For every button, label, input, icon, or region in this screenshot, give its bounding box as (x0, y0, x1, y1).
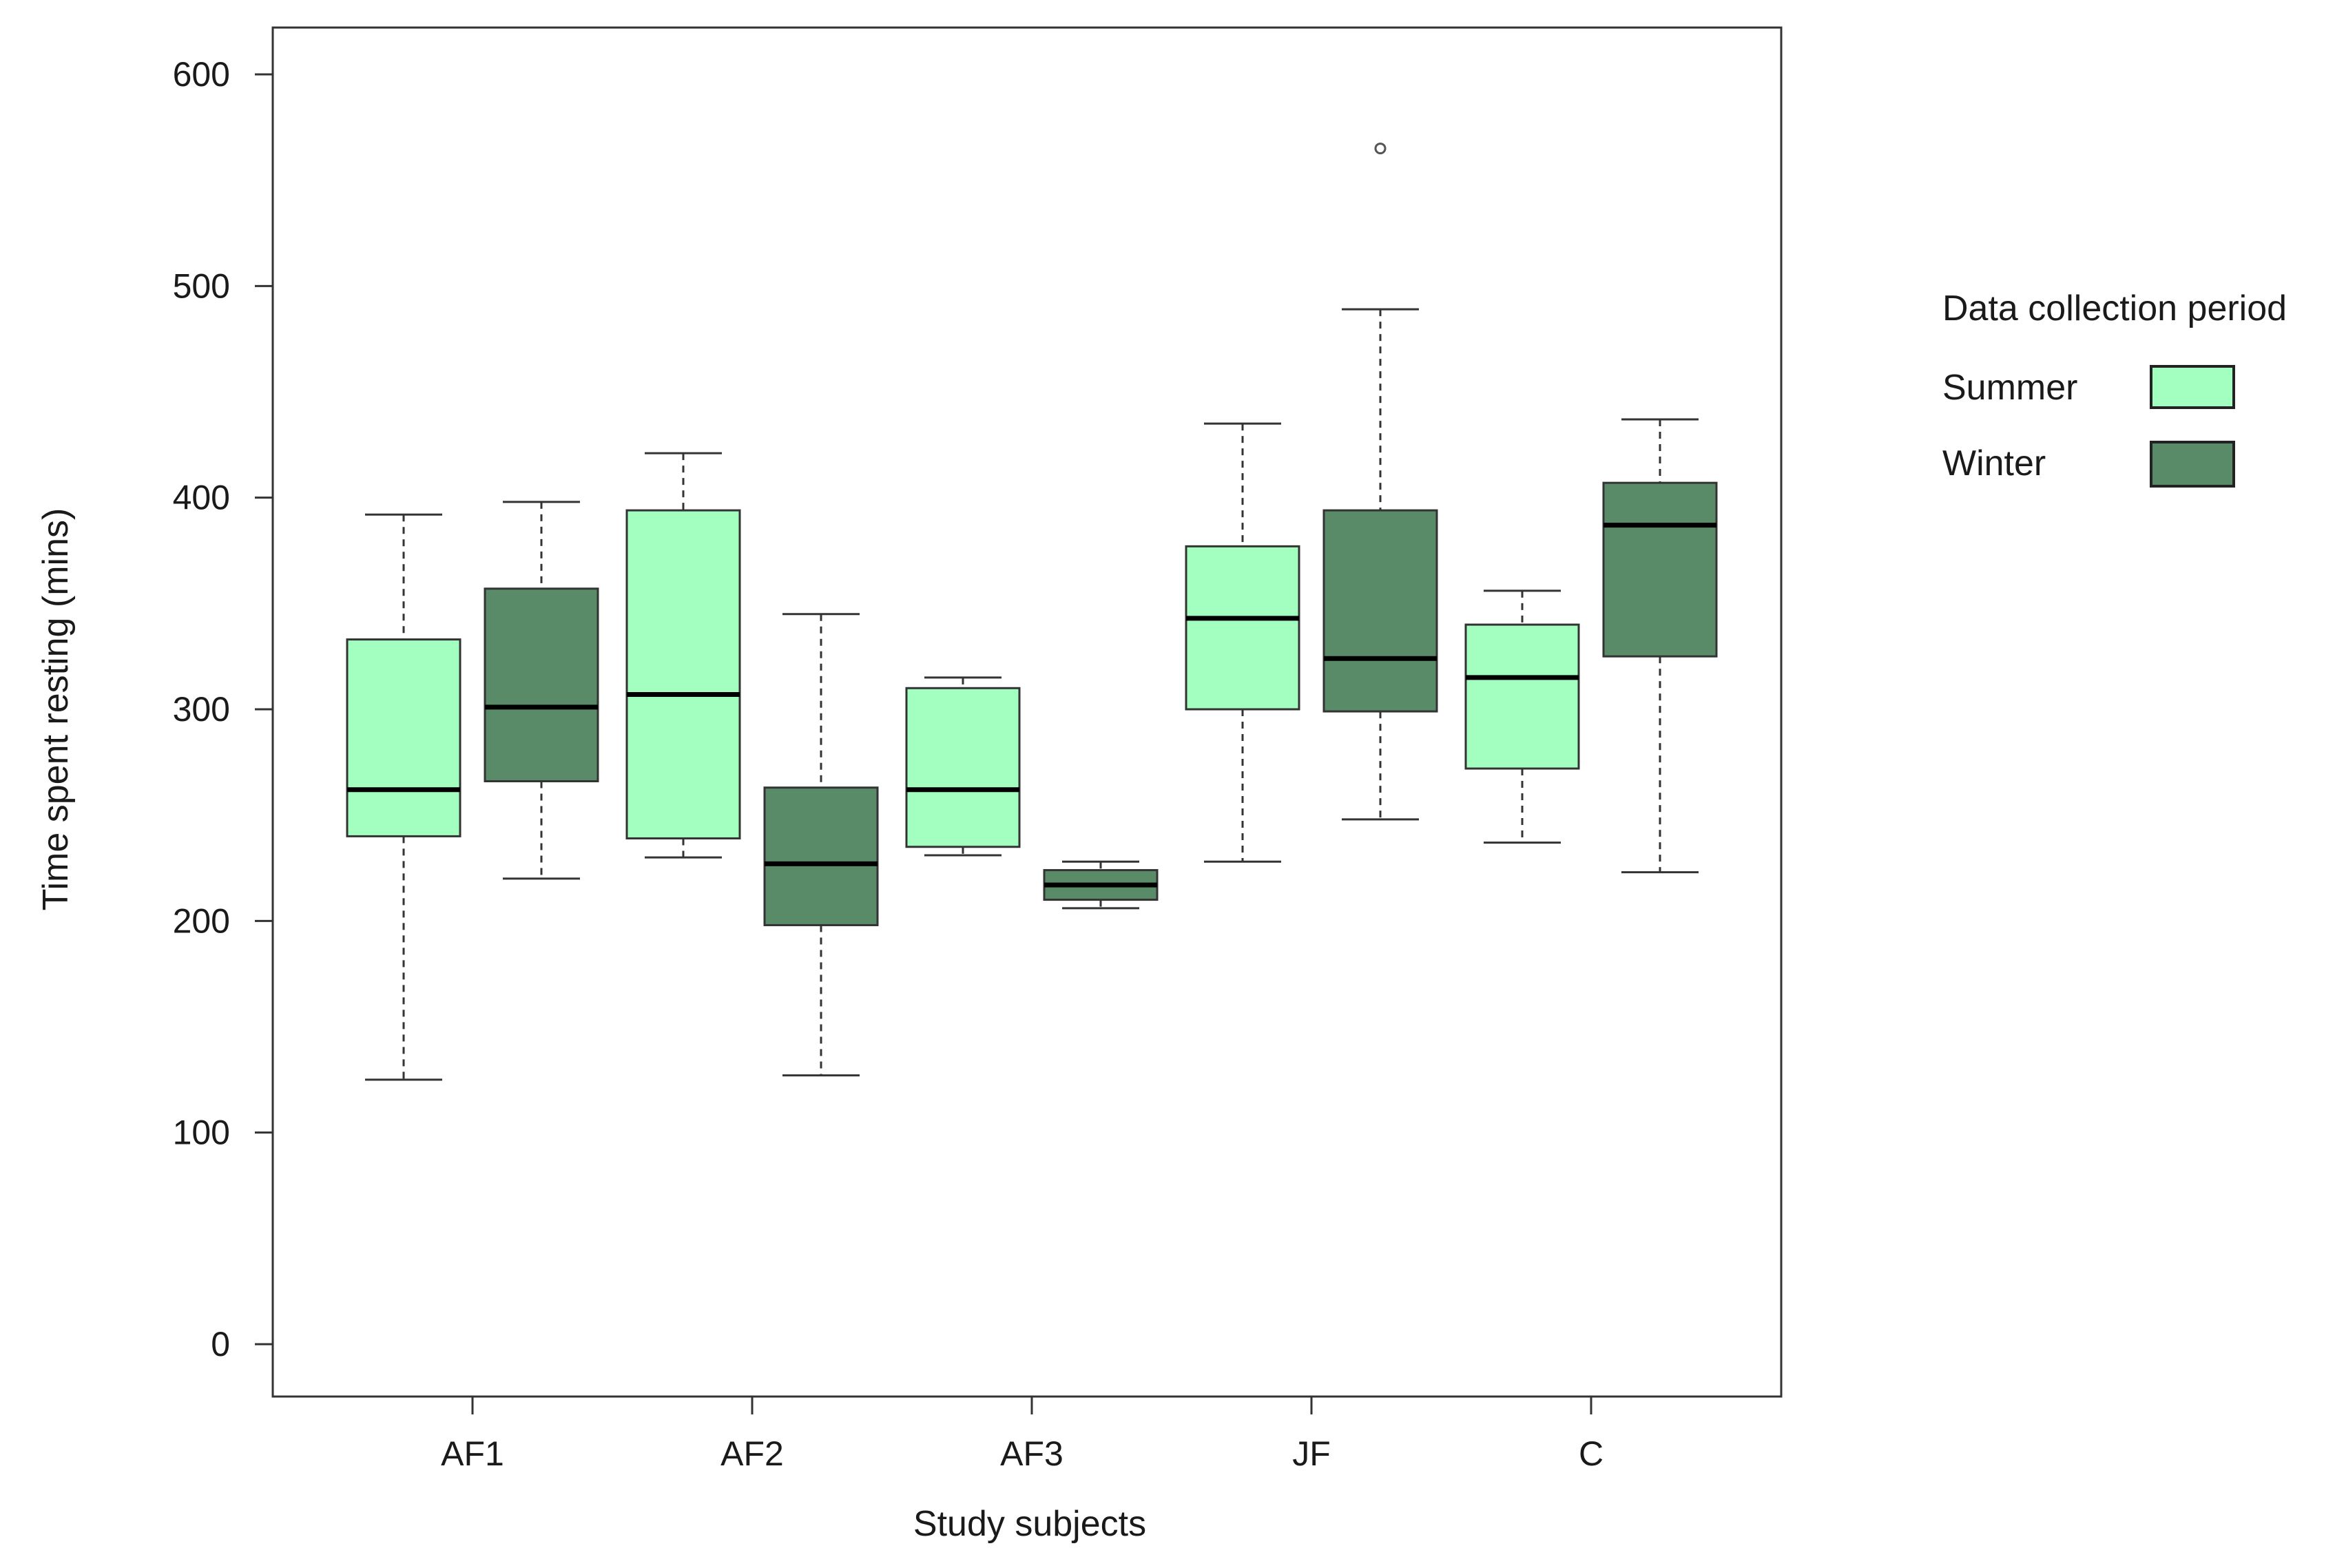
y-tick-label: 400 (173, 479, 230, 517)
y-tick-label: 100 (173, 1114, 230, 1152)
iqr-box (1185, 545, 1300, 711)
box-summer-af1 (346, 513, 461, 1081)
y-tick-label: 0 (211, 1325, 230, 1363)
legend-label-winter: Winter (1942, 443, 2046, 483)
box-winter-jf (1322, 143, 1438, 821)
legend-title: Data collection period (1942, 289, 2287, 328)
box-winter-af1 (484, 501, 599, 880)
legend: Data collection period Summer Winter (1942, 289, 2287, 488)
iqr-box (763, 786, 879, 926)
x-tick-label: AF2 (720, 1434, 784, 1473)
iqr-box (484, 587, 599, 782)
iqr-box (346, 638, 461, 837)
y-axis: 0 100 200 300 400 500 600 (173, 55, 273, 1363)
legend-label-summer: Summer (1942, 368, 2077, 408)
legend-swatch-summer (2150, 365, 2235, 409)
x-axis: AF1 AF2 AF3 JF C (441, 1397, 1604, 1473)
iqr-box (1464, 623, 1580, 770)
iqr-box (1322, 509, 1438, 713)
box-winter-af3 (1043, 860, 1159, 910)
y-tick-label: 200 (173, 901, 230, 940)
outlier-point (1374, 143, 1387, 155)
iqr-box (1602, 481, 1718, 658)
iqr-box (905, 687, 1021, 848)
box-summer-jf (1185, 422, 1300, 863)
box-summer-af3 (905, 676, 1021, 857)
box-summer-af2 (625, 452, 741, 859)
y-tick-label: 500 (173, 266, 230, 305)
box-winter-af2 (763, 613, 879, 1077)
boxes-layer (346, 143, 1718, 1081)
legend-swatch-winter (2150, 441, 2235, 488)
box-winter-c (1602, 418, 1718, 874)
y-tick-label: 300 (173, 690, 230, 729)
x-tick-label: AF1 (441, 1434, 504, 1473)
box-summer-c (1464, 589, 1580, 844)
x-axis-title: Study subjects (913, 1504, 1146, 1544)
y-axis-title: Time spent resting (mins) (36, 508, 76, 911)
x-tick-label: JF (1292, 1434, 1331, 1473)
y-tick-label: 600 (173, 55, 230, 94)
x-tick-label: AF3 (1000, 1434, 1063, 1473)
iqr-box (625, 509, 741, 839)
x-tick-label: C (1579, 1434, 1604, 1473)
